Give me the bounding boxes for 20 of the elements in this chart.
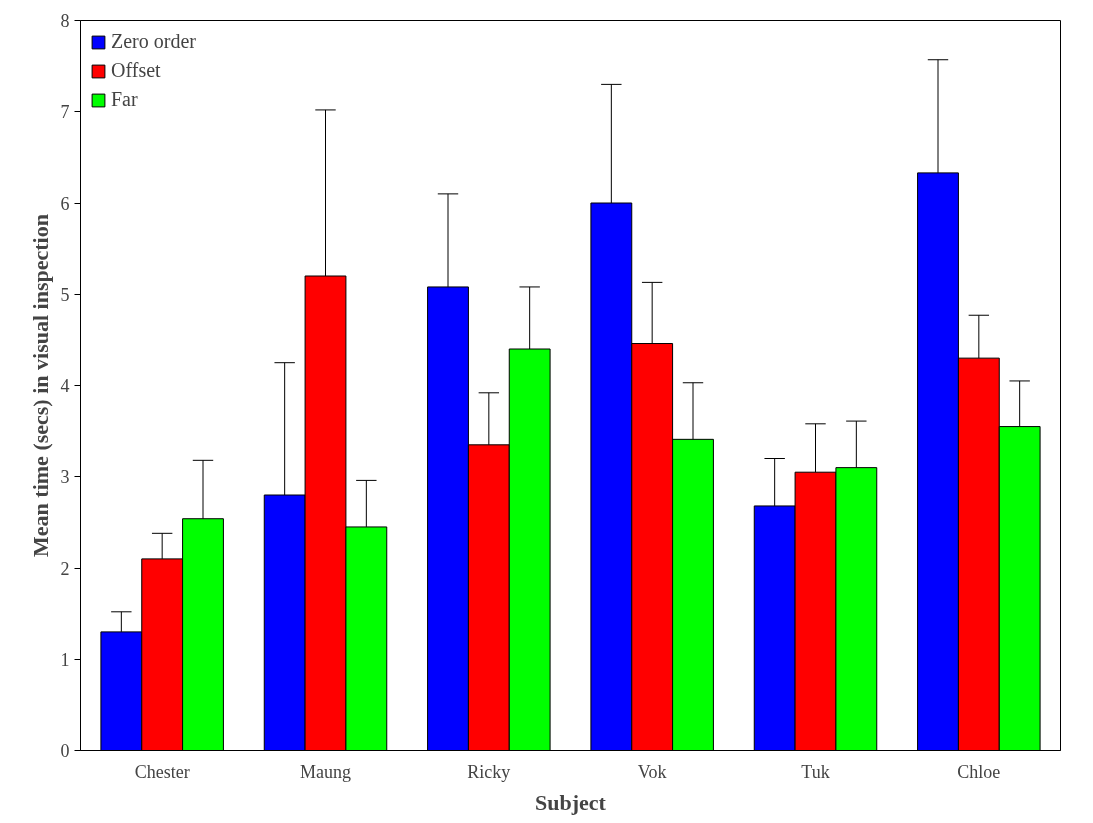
y-tick-label: 7 xyxy=(60,102,70,123)
x-tick-label: Chester xyxy=(134,761,190,782)
y-tick-label: 1 xyxy=(60,649,70,670)
x-tick-label: Chloe xyxy=(957,761,1001,782)
y-tick-label: 0 xyxy=(60,741,70,761)
x-tick-label: Tuk xyxy=(801,761,830,782)
x-tick-label: Vok xyxy=(637,761,667,782)
y-tick-label: 3 xyxy=(60,467,70,488)
y-axis-title: Mean time (secs) in visual inspection xyxy=(27,214,53,557)
y-tick-label: 5 xyxy=(60,284,70,305)
y-tick-label: 2 xyxy=(60,558,70,579)
x-tick-label: Ricky xyxy=(467,761,511,782)
x-tick-label: Maung xyxy=(300,761,351,782)
y-tick-label: 4 xyxy=(60,376,70,396)
legend-label: Far xyxy=(111,88,138,111)
legend-label: Zero order xyxy=(111,30,196,53)
legend-label: Offset xyxy=(111,59,161,82)
y-tick-label: 6 xyxy=(60,193,70,214)
x-axis-title: Subject xyxy=(535,789,607,815)
y-tick-label: 8 xyxy=(60,11,70,31)
